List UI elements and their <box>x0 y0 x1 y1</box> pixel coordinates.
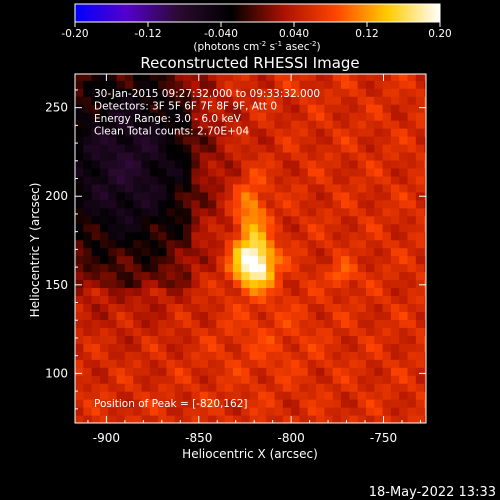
colorbar-tick-label: 0.040 <box>279 28 309 40</box>
peak-position-label: Position of Peak = [-820,162] <box>94 398 248 410</box>
y-tick-label: 200 <box>45 189 68 203</box>
heatmap-image <box>75 74 426 423</box>
x-axis-label: Heliocentric X (arcsec) <box>182 447 318 461</box>
colorbar-ticks: -0.20 -0.12 -0.040 0.040 0.12 0.20 <box>61 22 452 40</box>
chart-title: Reconstructed RHESSI Image <box>140 54 359 72</box>
colorbar-unit-label: (photons cm-2 s-1 asec-2) <box>193 40 320 53</box>
colorbar-tick-label: -0.12 <box>134 28 161 40</box>
colorbar-tick-label: 0.20 <box>428 28 451 40</box>
info-block: 30-Jan-2015 09:27:32.000 to 09:33:32.000… <box>94 88 320 138</box>
x-tick-label: -800 <box>278 431 305 445</box>
timestamp: 18-May-2022 13:33 <box>369 485 496 500</box>
y-tick-label: 150 <box>45 278 68 292</box>
x-tick-label: -900 <box>93 431 120 445</box>
info-line: Clean Total counts: 2.70E+04 <box>94 126 249 138</box>
colorbar <box>74 3 441 23</box>
colorbar-tick-label: -0.040 <box>204 28 238 40</box>
x-tick-label: -750 <box>370 431 397 445</box>
colorbar-tick-label: 0.12 <box>355 28 378 40</box>
plot-frame <box>74 73 427 424</box>
y-axis-label: Heliocentric Y (arcsec) <box>28 183 42 318</box>
y-tick-label: 100 <box>45 366 68 380</box>
info-line: Energy Range: 3.0 - 6.0 keV <box>94 113 242 125</box>
x-tick-label: -850 <box>185 431 212 445</box>
info-line: Detectors: 3F 5F 6F 7F 8F 9F, Att 0 <box>94 101 277 113</box>
info-line: 30-Jan-2015 09:27:32.000 to 09:33:32.000 <box>94 88 320 100</box>
axis-ticks: -900 -850 -800 -750 100 150 200 250 <box>45 74 426 445</box>
y-tick-label: 250 <box>45 101 68 115</box>
colorbar-tick-label: -0.20 <box>61 28 88 40</box>
